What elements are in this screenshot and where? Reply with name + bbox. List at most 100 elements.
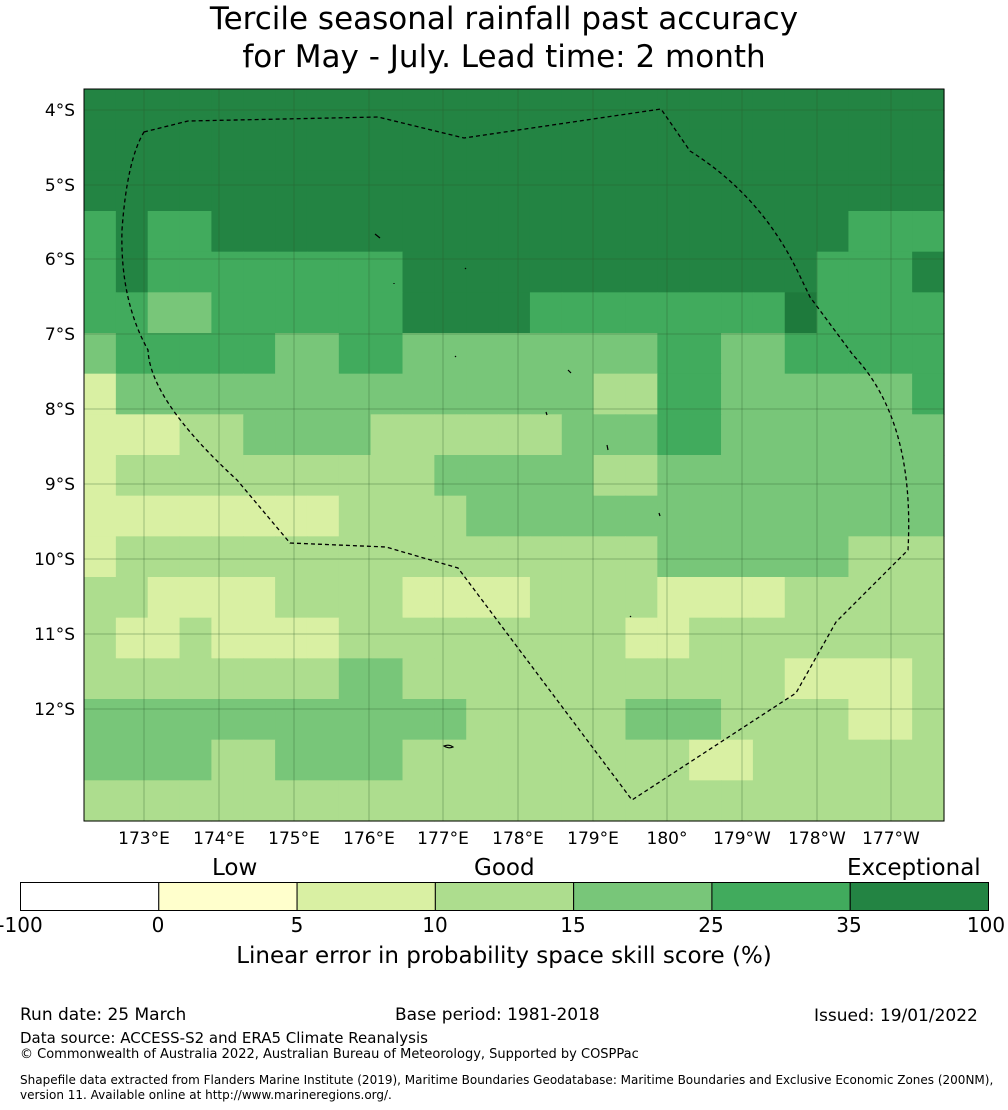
grid-cell [434,129,467,171]
grid-cell [370,658,404,700]
shapefile-credit: Shapefile data extracted from Flanders M… [20,1073,994,1102]
grid-cell [880,414,913,456]
grid-cell [115,373,149,415]
colorbar [20,882,989,911]
grid-cell [338,495,372,537]
grid-cell [657,617,690,659]
grid-cell [784,577,818,619]
grid-cell [816,699,850,741]
grid-cell [179,658,213,700]
grid-cell [529,739,563,781]
tick-5: 5 [290,913,304,937]
grid-cell [912,414,945,456]
grid-cell [593,577,627,619]
grid-cell [816,495,850,537]
grid-cell [211,333,244,375]
grid-cell [912,292,945,334]
grid-cell [912,699,945,741]
grid-cell [816,617,850,659]
grid-cell [816,577,850,619]
tick-10: 10 [422,913,448,937]
grid-cell [657,170,690,212]
grid-cell [243,739,276,781]
grid-cell [721,373,754,415]
lon-label: 177°E [417,829,469,849]
grid-cell [434,699,467,741]
grid-cell [561,170,595,212]
grid-cell [657,292,690,334]
grid-cell [529,333,563,375]
grid-cell [689,211,722,253]
grid-cell [593,658,627,700]
grid-cell [498,292,531,334]
grid-cell [529,455,563,497]
grid-cell [338,780,372,822]
grid-cell [784,89,818,131]
grid-cell [370,577,404,619]
grid-cell [561,699,595,741]
grid-cell [84,170,117,212]
grid-cell [275,89,308,131]
grid-cell [179,89,213,131]
grid-cell [147,536,181,578]
grid-cell [593,129,627,171]
grid-cell [147,414,181,456]
grid-cell [306,739,340,781]
skill-grid [84,89,945,822]
grid-cell [880,699,913,741]
grid-cell [338,170,372,212]
grid-cell [402,292,435,334]
grid-cell [402,129,435,171]
grid-cell [561,333,595,375]
grid-cell [752,780,786,822]
grid-cell [561,251,595,293]
grid-cell [466,373,499,415]
grid-cell [306,780,340,822]
grid-cell [561,780,595,822]
grid-cell [848,455,881,497]
grid-cell [752,617,786,659]
lat-label: 4°S [45,101,75,121]
grid-cell [752,699,786,741]
grid-cell [275,414,308,456]
grid-cell [625,251,658,293]
colorbar-bin [573,882,713,911]
grid-cell [816,536,850,578]
grid-cell [561,536,595,578]
grid-cell [466,739,499,781]
grid-cell [593,617,627,659]
grid-cell [370,414,404,456]
grid-cell [84,577,117,619]
grid-cell [498,89,531,131]
grid-cell [211,292,244,334]
grid-cell [275,780,308,822]
grid-cell [115,414,149,456]
grid-cell [211,373,244,415]
tick-25: 25 [698,913,724,937]
grid-cell [306,699,340,741]
grid-cell [466,658,499,700]
grid-cell [179,577,213,619]
grid-cell [657,739,690,781]
grid-cell [370,780,404,822]
grid-cell [912,658,945,700]
grid-cell [402,495,435,537]
grid-cell [752,333,786,375]
grid-cell [275,658,308,700]
grid-cell [434,89,467,131]
grid-cell [243,373,276,415]
grid-cell [912,739,945,781]
grid-cell [115,211,149,253]
grid-cell [625,129,658,171]
data-source: Data source: ACCESS-S2 and ERA5 Climate … [20,1029,428,1047]
grid-cell [498,658,531,700]
grid-cell [306,577,340,619]
grid-cell [402,658,435,700]
grid-cell [147,495,181,537]
grid-cell [370,617,404,659]
grid-cell [370,129,404,171]
grid-cell [211,129,244,171]
grid-cell [561,658,595,700]
tick-0: 0 [151,913,165,937]
grid-cell [402,455,435,497]
